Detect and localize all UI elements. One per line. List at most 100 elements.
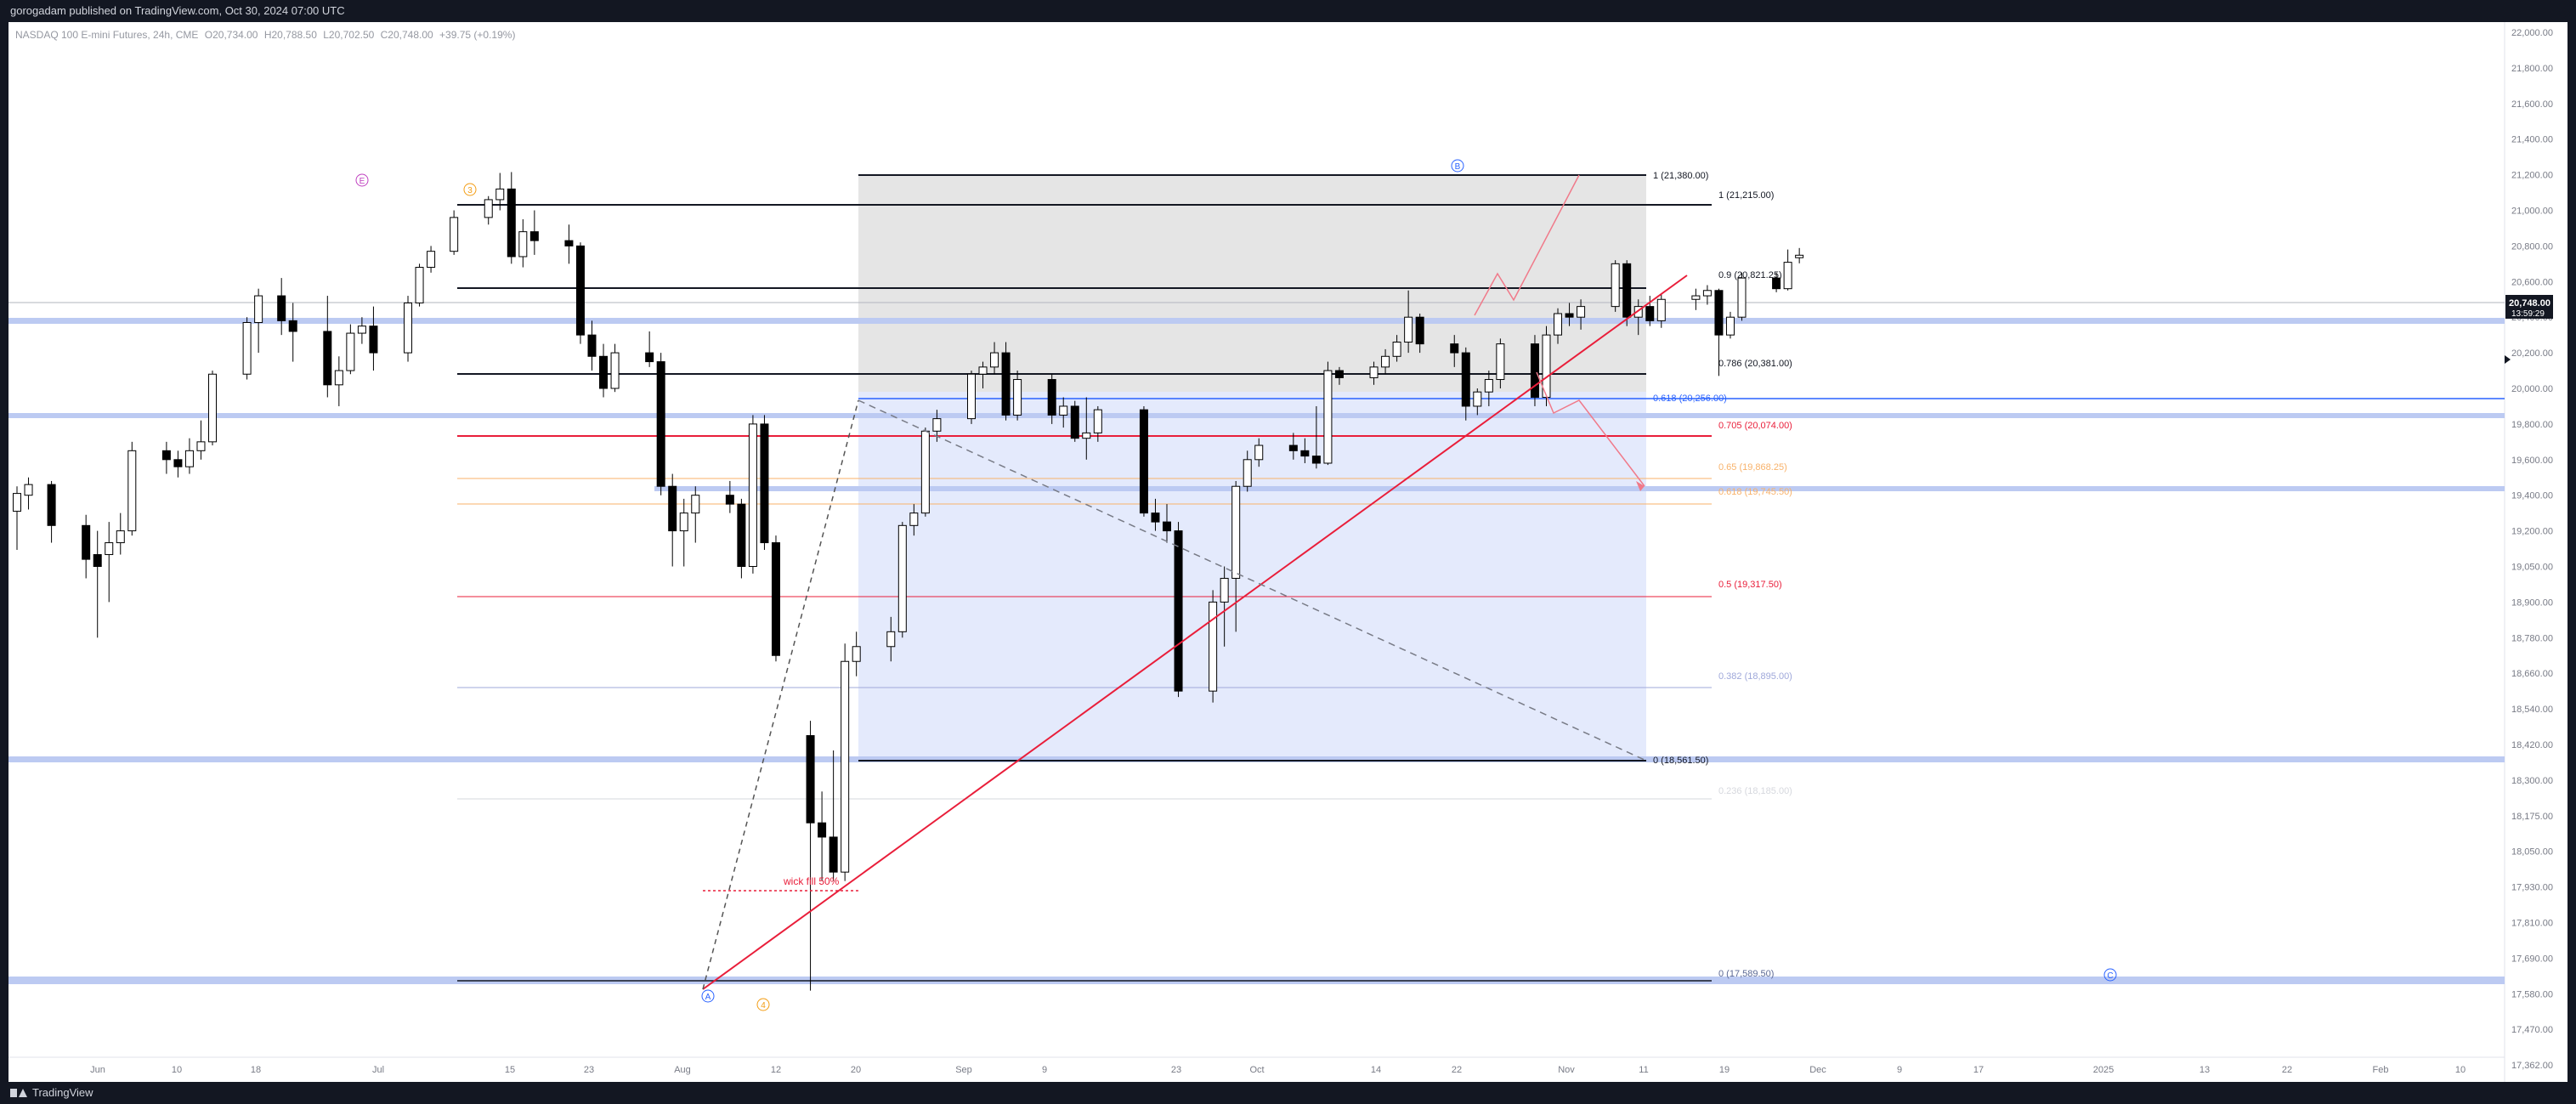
candle (1577, 299, 1586, 330)
time-axis-label: 13 (2200, 1065, 2210, 1075)
candle-body-bull (610, 352, 620, 389)
time-axis[interactable]: Jun 10 18 Jul 15 23 Aug 12 20 Sep 9 23 Oct 14 22 Nov 11 1… (90, 1065, 2466, 1075)
candle (1392, 335, 1401, 362)
tradingview-logo[interactable]: TradingView (10, 1082, 93, 1104)
candle (1231, 480, 1241, 632)
candle-body-bear (173, 459, 183, 467)
candle-body-bear (668, 485, 677, 532)
legend-change: +39.75 (+0.19%) (439, 29, 516, 41)
time-axis-label: 22 (2282, 1065, 2292, 1075)
support-band-19820 (654, 486, 2505, 491)
candle-body-bear (1565, 313, 1574, 318)
candle (1174, 522, 1183, 698)
time-axis-label: 9 (1897, 1065, 1902, 1075)
candle (1300, 438, 1310, 463)
dashed-wave-line-a (702, 399, 859, 990)
time-axis-label: 17 (1973, 1065, 1984, 1075)
legend-high: H20,788.50 (263, 29, 317, 41)
alert-marker-icon[interactable] (2505, 355, 2511, 364)
candle (897, 522, 907, 638)
candle-body-bear (1174, 530, 1183, 692)
current-price-tag-bg (2505, 295, 2553, 319)
candle-body-bull (116, 530, 125, 544)
fib-label-0.705: 0.705 (20,074.00) (1718, 421, 1792, 431)
candle (920, 427, 930, 517)
time-axis-label: Aug (674, 1065, 691, 1075)
candle (1737, 272, 1747, 321)
price-axis-label: 18,900.00 (2511, 597, 2553, 608)
candle-body-bull (1611, 263, 1620, 308)
candle (1381, 348, 1390, 375)
candle-body-bull (184, 450, 194, 467)
candle (1209, 590, 1218, 703)
candle (277, 278, 286, 336)
fib-label-0.382: 0.382 (18,895.00) (1718, 671, 1792, 682)
chart-pane[interactable]: 1 (21,380.00) 1 (21,215.00) 0.9 (20,821.… (8, 22, 2568, 1082)
price-axis-label: 19,800.00 (2511, 420, 2553, 430)
candle (254, 288, 263, 354)
support-band-18560 (8, 756, 2505, 762)
candle (841, 643, 850, 881)
candle-body-bull (1795, 254, 1804, 258)
price-axis-label: 18,780.00 (2511, 633, 2553, 643)
candle-body-bear (1139, 409, 1148, 514)
candle (806, 721, 815, 991)
price-axis[interactable]: 22,000.00 21,800.00 21,600.00 21,400.00 21,2… (2511, 28, 2553, 1071)
candle (886, 616, 896, 662)
candle (1795, 247, 1804, 263)
candle-body-bull (357, 326, 366, 334)
candle-body-bear (1151, 512, 1160, 523)
ascending-trendline[interactable] (702, 275, 1688, 990)
current-price-tag: 20,748.00 13:59:29 (2505, 295, 2553, 319)
candle-body-bull (1243, 459, 1252, 487)
candle (507, 172, 516, 264)
candle (1496, 338, 1505, 388)
candle-body-bear (771, 542, 780, 656)
candle-body-bull (1473, 391, 1482, 407)
current-price-value: 20,748.00 (2509, 298, 2551, 309)
candle-body-bull (1702, 290, 1712, 297)
fib-labels: 1 (21,380.00) 1 (21,215.00) 0.9 (20,821.… (1653, 171, 1792, 979)
candle-body-bull (242, 321, 252, 375)
candle-body-bear (1450, 343, 1459, 354)
candle (1323, 361, 1333, 466)
candle-body-bear (1047, 379, 1056, 416)
time-axis-label: Dec (1809, 1065, 1826, 1075)
candle (1725, 311, 1735, 339)
candle (323, 296, 332, 398)
candle-body-bear (1070, 405, 1079, 439)
candle-body-bear (288, 320, 297, 332)
candle (288, 303, 297, 362)
candle (1369, 361, 1379, 385)
fib-label-1: 1 (21,380.00) (1653, 171, 1708, 181)
candle (1070, 400, 1079, 442)
candle (495, 173, 505, 211)
wave-E-label: E (360, 177, 365, 186)
candle-body-bull (932, 418, 942, 432)
candle-body-bear (1714, 290, 1724, 336)
symbol-legend: NASDAQ 100 E-mini Futures, 24h, CME O20,… (15, 29, 518, 41)
candle (1645, 296, 1655, 326)
candle (404, 296, 413, 362)
price-axis-label: 17,470.00 (2511, 1025, 2553, 1035)
candle (1404, 290, 1413, 354)
price-axis-label: 18,300.00 (2511, 776, 2553, 786)
candle (1622, 260, 1632, 326)
candle (668, 473, 677, 567)
candle (1702, 285, 1712, 305)
candle-body-bull (1577, 306, 1586, 318)
time-axis-label: 14 (1371, 1065, 1381, 1075)
fib-label-0.618: 0.618 (19,745.50) (1718, 487, 1792, 497)
footer-bar: TradingView (0, 1082, 2576, 1104)
chart-canvas[interactable]: 1 (21,380.00) 1 (21,215.00) 0.9 (20,821.… (8, 22, 2568, 1082)
candle-body-bear (564, 240, 574, 246)
candle-body-bull (105, 542, 114, 556)
candle (1565, 303, 1574, 326)
candle (173, 450, 183, 478)
candle-body-bull (196, 441, 206, 451)
candle-body-bear (760, 423, 769, 544)
candlestick-series (13, 172, 1804, 991)
candle-body-bull (1381, 355, 1390, 368)
price-axis-label: 18,175.00 (2511, 812, 2553, 822)
candle (978, 361, 988, 388)
